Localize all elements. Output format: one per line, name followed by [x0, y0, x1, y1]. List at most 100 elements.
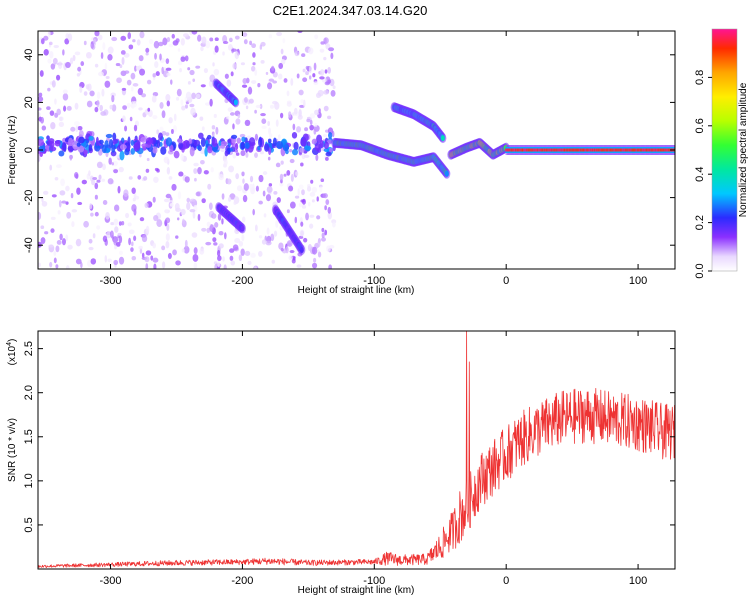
noise-blob: [200, 159, 205, 165]
noise-blob: [124, 125, 128, 132]
noise-blob: [74, 172, 79, 179]
noise-blob: [244, 97, 248, 103]
noise-blob: [229, 248, 235, 253]
noise-blob: [99, 104, 103, 112]
carrier-blob: [48, 138, 55, 144]
noise-blob: [234, 35, 240, 40]
noise-blob: [181, 105, 186, 111]
noise-blob: [327, 206, 332, 214]
noise-blob: [193, 162, 199, 167]
snr-x-axis-label: Height of straight line (km): [298, 585, 415, 596]
noise-blob: [212, 213, 217, 219]
noise-blob: [324, 81, 331, 86]
noise-blob: [171, 128, 174, 134]
noise-blob: [301, 189, 305, 196]
noise-blob: [228, 196, 232, 202]
noise-blob: [252, 52, 256, 58]
noise-blob: [189, 198, 196, 202]
noise-blob: [269, 104, 275, 109]
noise-blob: [187, 81, 191, 85]
noise-blob: [39, 70, 44, 77]
carrier-blob: [49, 146, 57, 152]
noise-blob: [136, 39, 141, 46]
carrier-blob: [198, 132, 204, 139]
noise-blob: [294, 195, 300, 199]
noise-blob: [266, 227, 270, 235]
carrier-blob: [218, 140, 222, 147]
noise-blob: [195, 65, 201, 69]
noise-blob: [317, 251, 322, 258]
noise-blob: [221, 193, 225, 200]
noise-blob: [280, 160, 284, 165]
carrier-blob: [282, 143, 289, 152]
noise-blob: [96, 179, 101, 183]
carrier-blob: [169, 144, 174, 153]
noise-blob: [259, 151, 264, 155]
noise-blob: [178, 171, 184, 177]
noise-blob: [191, 92, 197, 100]
noise-blob: [175, 38, 180, 43]
noise-blob: [89, 203, 93, 210]
noise-blob: [38, 96, 44, 102]
svg-text:(x104): (x104): [6, 339, 18, 366]
noise-blob: [156, 219, 163, 227]
noise-blob: [66, 105, 72, 111]
noise-blob: [51, 80, 56, 88]
noise-blob: [161, 66, 164, 75]
carrier-blob: [211, 137, 218, 148]
noise-blob: [300, 162, 304, 167]
noise-blob: [57, 61, 63, 69]
noise-blob: [72, 54, 76, 62]
noise-blob: [289, 250, 295, 254]
noise-blob: [132, 100, 137, 108]
carrier-blob: [329, 147, 333, 153]
noise-blob: [242, 178, 245, 184]
noise-blob: [286, 240, 293, 247]
noise-blob: [114, 226, 119, 233]
noise-blob: [286, 170, 291, 176]
noise-blob: [43, 35, 49, 41]
noise-blob: [126, 102, 131, 109]
noise-blob: [221, 218, 224, 225]
noise-blob: [192, 254, 199, 262]
noise-blob: [145, 225, 150, 234]
colorbar-label: Normalized spectral amplitude: [738, 82, 749, 217]
noise-blob: [79, 86, 83, 93]
x-tick-label: -200: [231, 575, 253, 587]
noise-blob: [195, 93, 201, 99]
noise-blob: [180, 56, 186, 62]
carrier-blob: [130, 139, 134, 146]
noise-blob: [213, 242, 218, 246]
noise-blob: [107, 258, 112, 263]
noise-blob: [304, 127, 309, 132]
noise-blob: [85, 84, 90, 90]
noise-blob: [320, 69, 325, 76]
noise-blob: [139, 68, 146, 76]
noise-blob: [323, 89, 329, 95]
noise-blob: [113, 169, 119, 174]
colorbar-ticks: 0.0 0.2 0.4 0.6 0.8: [694, 70, 712, 279]
noise-blob: [297, 188, 300, 196]
noise-blob: [101, 88, 105, 97]
carrier-blob: [328, 131, 333, 139]
noise-blob: [50, 228, 55, 233]
carrier-blob: [304, 145, 312, 151]
noise-blob: [138, 55, 144, 62]
noise-blob: [197, 34, 202, 42]
carrier-blob: [236, 137, 242, 144]
noise-blob: [146, 157, 150, 162]
carrier-blob: [178, 142, 184, 149]
carrier-blob: [156, 139, 161, 149]
noise-blob: [83, 220, 89, 228]
noise-blob: [250, 252, 256, 258]
noise-blob: [309, 124, 315, 131]
noise-blob: [88, 170, 91, 177]
noise-blob: [332, 221, 336, 228]
heatmap-marks: [38, 31, 675, 269]
noise-blob: [90, 258, 97, 265]
noise-blob: [240, 62, 245, 66]
heatmap-feature-5: [331, 137, 451, 179]
noise-blob: [154, 61, 159, 68]
noise-blob: [229, 255, 234, 261]
snr-y-ticks: 0.5 1.0 1.5 2.0 2.5: [23, 341, 675, 533]
